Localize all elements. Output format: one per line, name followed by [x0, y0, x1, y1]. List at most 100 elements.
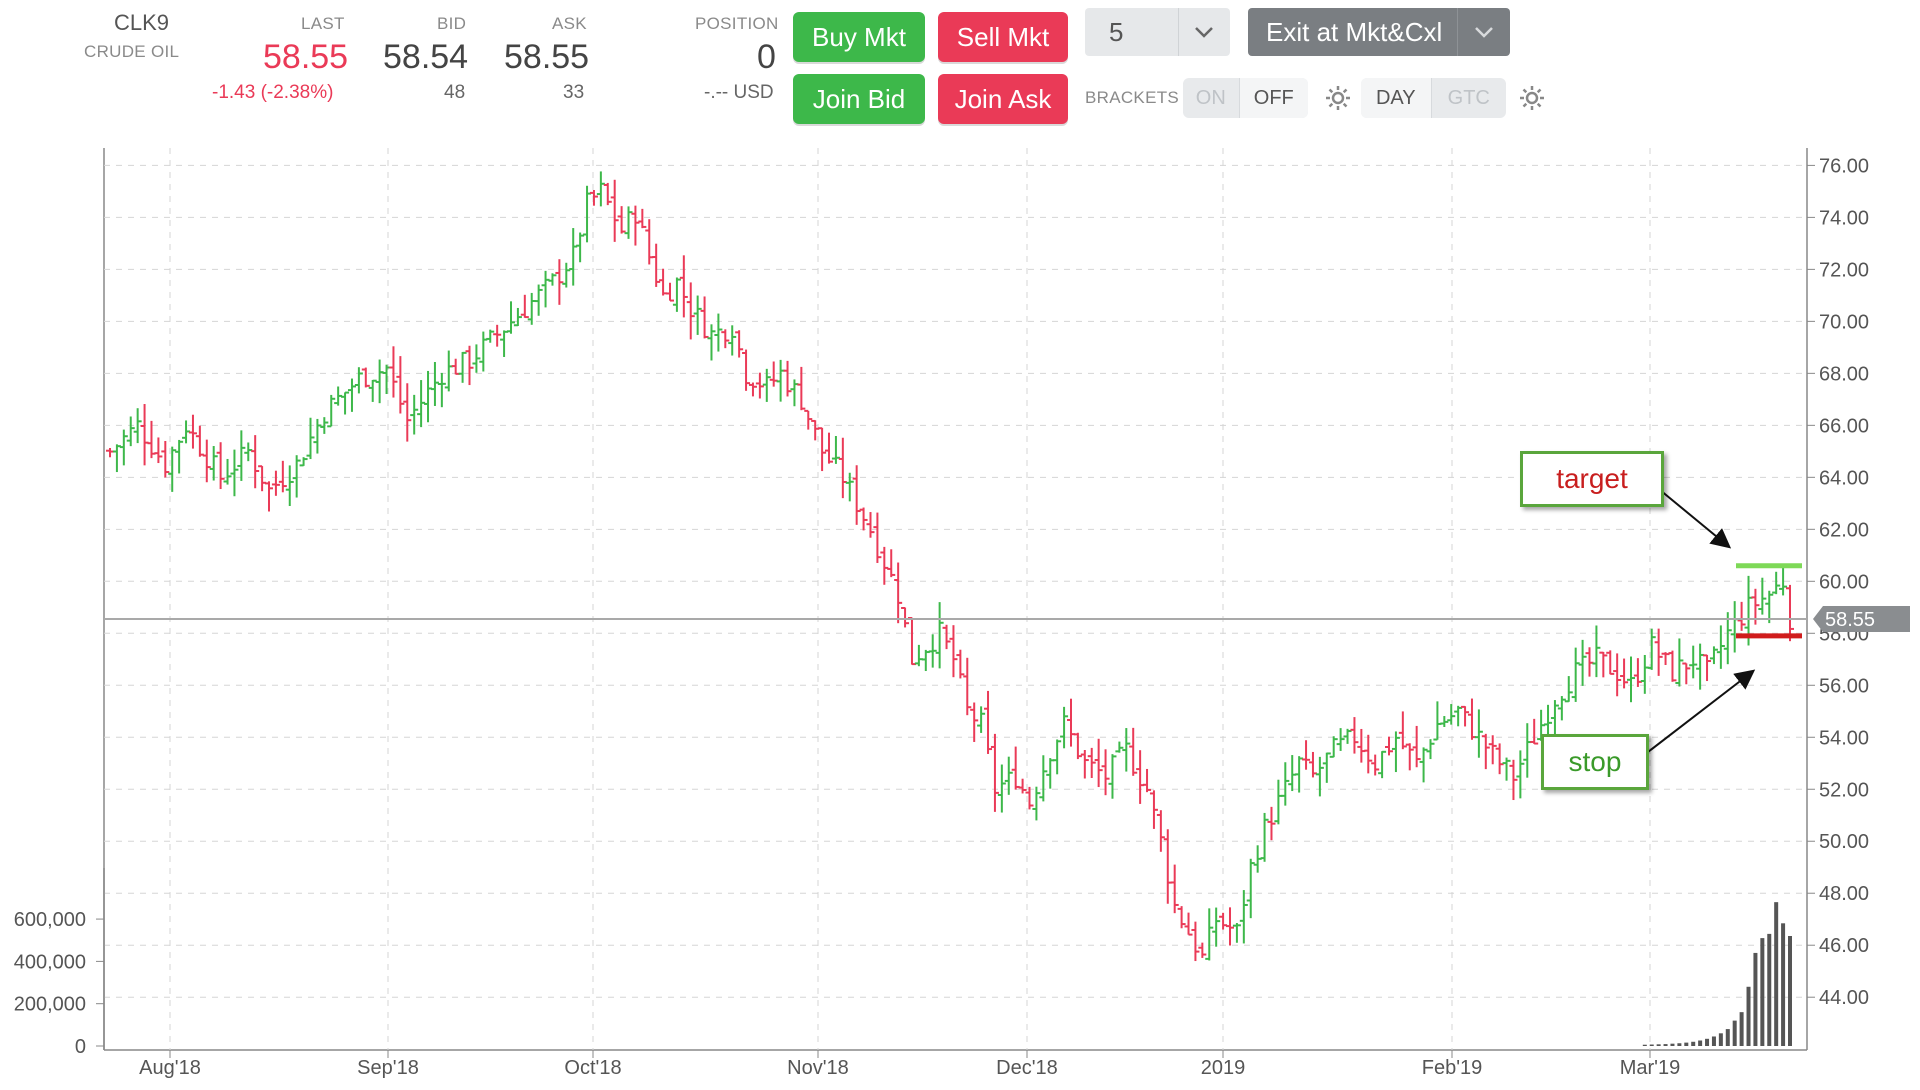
ohlc-bar: [1039, 755, 1048, 802]
sell-mkt-button[interactable]: Sell Mkt: [938, 12, 1068, 62]
target-arrow: [1659, 489, 1732, 549]
ohlc-bar: [624, 206, 633, 239]
volume-bar: [1663, 1044, 1668, 1046]
volume-bars: [1642, 902, 1792, 1046]
ohlc-bar: [707, 324, 716, 361]
ohlc-bar: [1654, 628, 1663, 676]
time-axis: Aug'18 Sep'18 Oct'18 Nov'18 Dec'18 2019 Feb'19…: [139, 1050, 1680, 1079]
ohlc-bar: [956, 649, 965, 679]
ohlc-bar: [1018, 778, 1027, 794]
volume-bar: [1732, 1020, 1737, 1046]
ohlc-bar: [1170, 864, 1179, 914]
ohlc-bar: [1758, 577, 1767, 615]
y-tick-label: 64.00: [1819, 467, 1869, 489]
stop-label: stop: [1568, 746, 1622, 777]
ohlc-bar: [354, 367, 363, 394]
ohlc-bar: [1122, 728, 1131, 772]
ohlc-bar: [1274, 779, 1283, 825]
ohlc-bar: [1391, 731, 1400, 773]
ohlc-bar: [223, 458, 232, 485]
chevron-down-icon[interactable]: [1177, 8, 1230, 56]
ohlc-bar: [1689, 645, 1698, 679]
ohlc-bar: [382, 364, 391, 395]
ohlc-bar: [486, 329, 495, 343]
ohlc-bar: [1433, 701, 1442, 741]
ohlc-bar: [1336, 728, 1345, 751]
ohlc-bar: [1723, 612, 1732, 665]
ohlc-bar: [278, 460, 287, 493]
chevron-down-icon[interactable]: [1457, 8, 1510, 56]
ohlc-bar: [1357, 728, 1366, 763]
ohlc-bar: [1191, 921, 1200, 962]
ohlc-bar: [1343, 728, 1352, 744]
ohlc-bar: [1350, 717, 1359, 754]
ohlc-bar: [921, 649, 930, 672]
x-tick-label: Nov'18: [787, 1057, 849, 1079]
ohlc-bar: [894, 562, 903, 624]
join-ask-button[interactable]: Join Ask: [938, 74, 1068, 124]
time-in-force-toggle[interactable]: DAY GTC: [1361, 78, 1506, 118]
ohlc-bar: [285, 465, 294, 507]
ohlc-bar: [610, 179, 619, 242]
gtc-option[interactable]: GTC: [1430, 78, 1506, 118]
ohlc-bar: [1447, 704, 1456, 725]
ohlc-bar: [1108, 754, 1117, 799]
ohlc-bar: [1675, 638, 1684, 687]
ohlc-bar: [1226, 907, 1234, 946]
y-tick-label: 66.00: [1819, 415, 1869, 437]
ohlc-bar: [1716, 625, 1725, 669]
brackets-off-option[interactable]: OFF: [1238, 78, 1308, 118]
ohlc-bar: [631, 205, 640, 246]
ohlc-bar: [403, 383, 412, 442]
ohlc-bar: [341, 391, 350, 415]
ohlc-bar: [161, 440, 170, 478]
ohlc-bar: [1737, 601, 1746, 631]
volume-bar: [1649, 1044, 1654, 1046]
ohlc-bar: [1523, 723, 1532, 778]
position-label: POSITION: [695, 14, 779, 33]
buy-mkt-button[interactable]: Buy Mkt: [793, 12, 925, 62]
ohlc-bar: [313, 418, 322, 454]
ohlc-bar: [949, 625, 958, 678]
ohlc-bar: [1772, 571, 1781, 595]
position-pnl: -.-- USD: [704, 82, 774, 103]
ohlc-bar: [265, 481, 274, 512]
quantity-select[interactable]: 5: [1085, 8, 1230, 56]
gear-icon[interactable]: [1518, 84, 1546, 112]
ohlc-bar: [271, 470, 280, 496]
ohlc-bar: [112, 444, 121, 473]
exit-button[interactable]: Exit at Mkt&Cxl: [1248, 8, 1510, 56]
ohlc-bar: [1288, 755, 1297, 792]
ohlc-bar: [589, 189, 598, 206]
ohlc-bar: [506, 301, 515, 334]
ohlc-bar: [887, 549, 896, 578]
stop-arrow: [1647, 669, 1756, 753]
ohlc-bar: [797, 366, 806, 411]
bracket-levels: [104, 563, 1807, 639]
ohlc-bar: [1101, 749, 1110, 796]
ohlc-bar: [1640, 654, 1649, 694]
ohlc-bar: [182, 420, 191, 444]
ohlc-bar: [555, 259, 564, 305]
symbol: CLK9: [114, 10, 170, 35]
gear-icon[interactable]: [1324, 84, 1352, 112]
ohlc-bar: [1184, 912, 1193, 936]
ohlc-bar: [292, 455, 301, 498]
ohlc-bar: [562, 262, 571, 288]
x-tick-label: Dec'18: [996, 1057, 1058, 1079]
ohlc-bar: [1329, 736, 1338, 758]
join-bid-button[interactable]: Join Bid: [793, 74, 925, 124]
ohlc-bar: [133, 408, 142, 444]
ohlc-bar: [195, 425, 204, 457]
ohlc-bar: [1495, 743, 1504, 775]
day-option[interactable]: DAY: [1361, 78, 1431, 118]
y-tick-label: 48.00: [1819, 883, 1869, 905]
ohlc-bar: [209, 446, 218, 481]
ohlc-bar: [513, 307, 522, 327]
volume-bar: [1739, 1012, 1744, 1046]
ohlc-bar: [1620, 658, 1629, 689]
brackets-toggle[interactable]: ON OFF: [1183, 78, 1308, 118]
brackets-on-option[interactable]: ON: [1195, 86, 1226, 109]
ohlc-bar: [527, 292, 536, 325]
